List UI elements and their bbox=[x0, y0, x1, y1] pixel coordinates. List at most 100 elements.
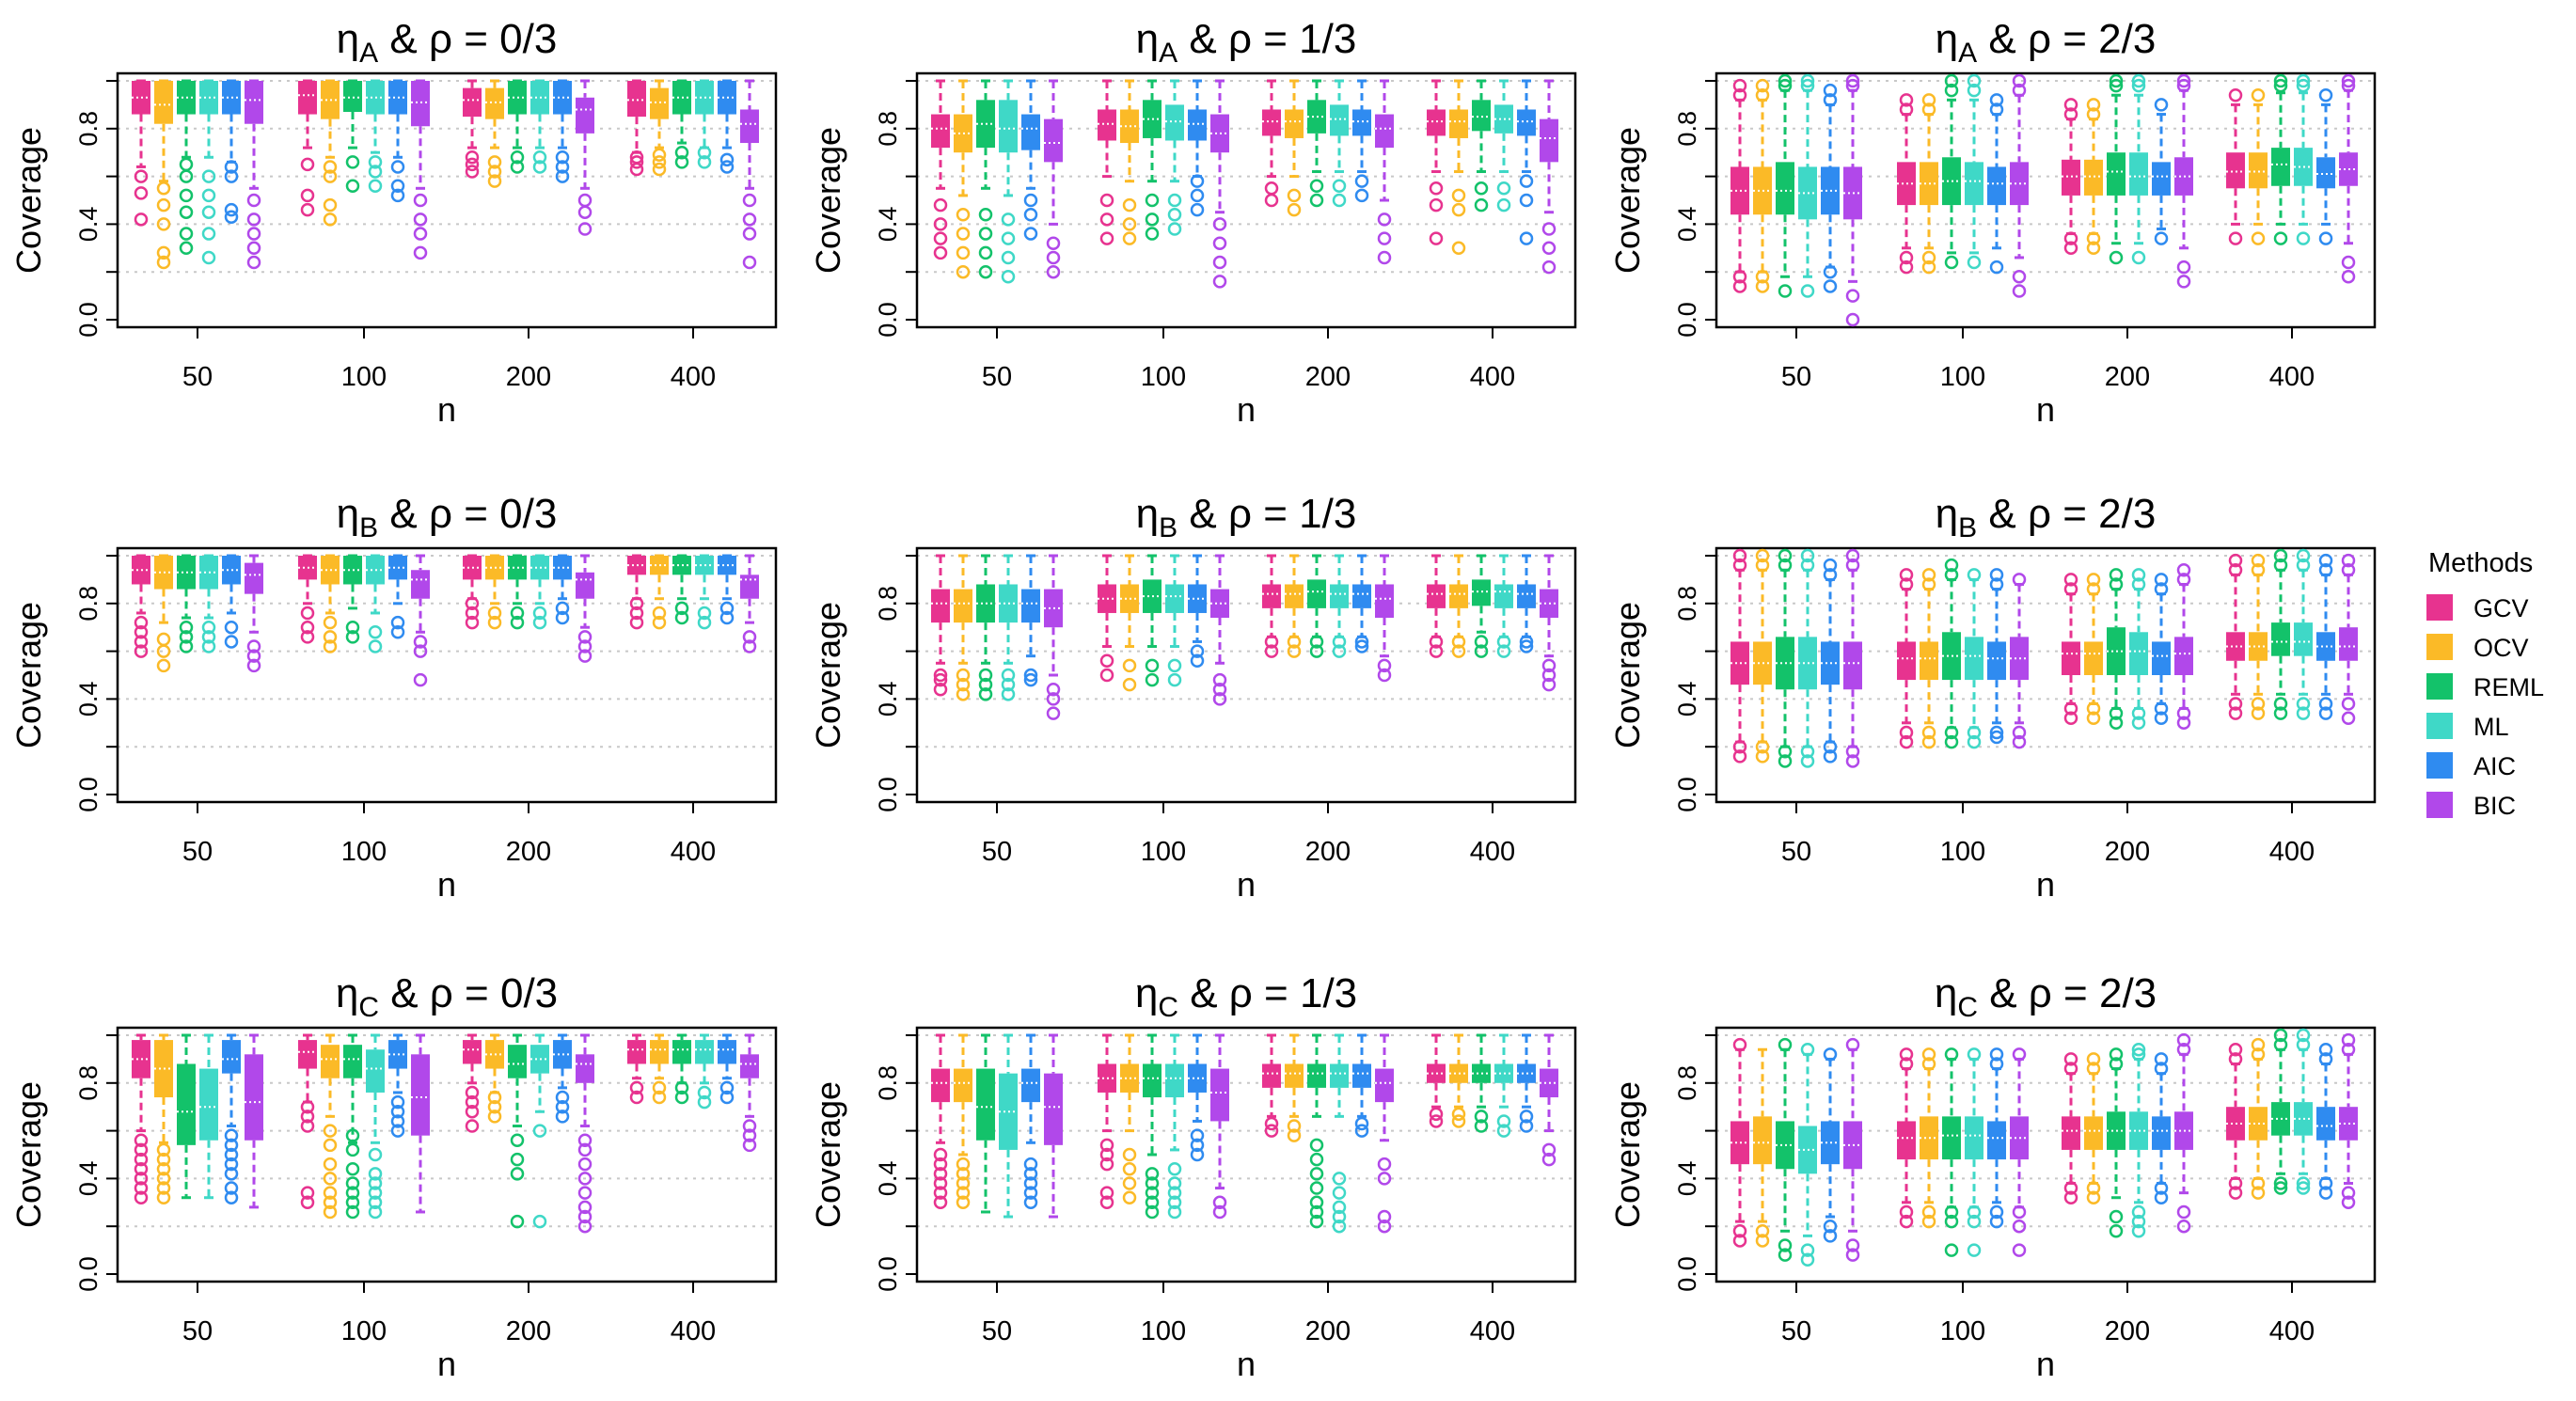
outlier-point bbox=[1732, 270, 1747, 284]
outlier-point bbox=[1377, 250, 1392, 265]
box-gcv-n100 bbox=[1098, 79, 1116, 245]
box-aic-n50 bbox=[1021, 554, 1040, 687]
box-body bbox=[740, 109, 759, 144]
outlier-point bbox=[1309, 1181, 1324, 1195]
box-gcv-n400 bbox=[1427, 1033, 1446, 1128]
outlier-point bbox=[465, 157, 480, 172]
outlier-point bbox=[674, 610, 689, 625]
box-aic-n200 bbox=[553, 79, 572, 183]
outlier-point bbox=[2063, 582, 2078, 596]
outlier-point bbox=[1332, 1209, 1347, 1224]
outlier-point bbox=[2251, 706, 2266, 720]
panel-title: ηA & ρ = 0/3 bbox=[337, 16, 558, 69]
outlier-point bbox=[2086, 582, 2101, 596]
outlier-point bbox=[413, 672, 428, 687]
outlier-point bbox=[1496, 644, 1511, 658]
box-body bbox=[411, 81, 430, 127]
box-body bbox=[2174, 637, 2193, 675]
outlier-point bbox=[368, 1195, 383, 1210]
outlier-point bbox=[1989, 568, 2004, 582]
box-body bbox=[1517, 109, 1536, 136]
outlier-point bbox=[933, 672, 948, 687]
box-bic-n400 bbox=[2339, 73, 2358, 284]
outlier-point bbox=[1778, 78, 1793, 93]
box-body bbox=[2152, 641, 2171, 675]
outlier-point bbox=[2154, 711, 2169, 725]
outlier-point bbox=[1190, 188, 1205, 203]
outlier-point bbox=[2131, 706, 2146, 720]
outlier-point bbox=[1451, 644, 1466, 658]
box-ml-n400 bbox=[695, 554, 714, 630]
outlier-point bbox=[1732, 1234, 1747, 1248]
outlier-point bbox=[1967, 73, 1982, 88]
box-ocv-n50 bbox=[154, 554, 173, 673]
outlier-point bbox=[368, 1176, 383, 1190]
box-bic-n200 bbox=[2174, 1032, 2193, 1234]
outlier-point bbox=[179, 620, 194, 635]
plot-frame bbox=[116, 1026, 778, 1283]
box-body bbox=[2249, 152, 2268, 189]
box-reml-n400 bbox=[1472, 79, 1491, 213]
box-aic-n100 bbox=[1188, 1033, 1207, 1162]
outlier-point bbox=[577, 1219, 593, 1234]
outlier-point bbox=[1167, 658, 1182, 673]
outlier-point bbox=[1046, 692, 1061, 706]
outlier-point bbox=[978, 245, 993, 260]
box-body bbox=[1427, 584, 1446, 608]
outlier-point bbox=[1332, 193, 1347, 208]
outlier-point bbox=[1001, 250, 1016, 265]
outlier-point bbox=[1823, 558, 1838, 573]
box-ml-n100 bbox=[366, 554, 385, 653]
title-eta-sub: C bbox=[358, 992, 379, 1023]
outlier-point bbox=[2251, 562, 2266, 577]
box-body bbox=[2226, 152, 2245, 189]
box-reml-n200 bbox=[508, 79, 527, 174]
outlier-point bbox=[1989, 730, 2004, 745]
outlier-point bbox=[629, 1080, 644, 1095]
outlier-point bbox=[390, 1105, 405, 1119]
outlier-point bbox=[465, 150, 480, 165]
box-ml-n50 bbox=[1798, 73, 1817, 298]
outlier-point bbox=[1755, 1224, 1770, 1238]
legend-title: Methods bbox=[2428, 548, 2533, 578]
outlier-point bbox=[978, 668, 993, 683]
box-ocv-n200 bbox=[2084, 98, 2103, 256]
box-body bbox=[718, 1040, 736, 1064]
outlier-point bbox=[2154, 98, 2169, 112]
outlier-point bbox=[1167, 1204, 1182, 1220]
outlier-point bbox=[390, 625, 405, 639]
x-tick-label: 200 bbox=[506, 837, 551, 867]
box-reml-n50 bbox=[976, 1033, 995, 1214]
box-gcv-n200 bbox=[463, 1033, 482, 1133]
outlier-point bbox=[1354, 635, 1369, 649]
panel-1: 0.0 0.4 0.8 Coverage ηA & ρ = 0/3 50 100 200 400… bbox=[9, 16, 778, 429]
outlier-point bbox=[2012, 1204, 2027, 1220]
box-gcv-n100 bbox=[1098, 554, 1116, 683]
outlier-point bbox=[674, 1080, 689, 1095]
outlier-point bbox=[2086, 1052, 2101, 1066]
box-body bbox=[1165, 104, 1184, 141]
outlier-point bbox=[978, 687, 993, 701]
outlier-point bbox=[1377, 658, 1392, 673]
outlier-point bbox=[1845, 1248, 1860, 1262]
outlier-point bbox=[1845, 312, 1860, 327]
outlier-point bbox=[368, 1186, 383, 1200]
box-gcv-n200 bbox=[2062, 573, 2080, 725]
box-bic-n100 bbox=[1210, 79, 1229, 289]
box-ml-n50 bbox=[199, 1033, 218, 1200]
outlier-point bbox=[577, 1186, 593, 1200]
outlier-point bbox=[1944, 568, 1959, 582]
box-ml-n400 bbox=[1494, 79, 1513, 213]
box-bic-n50 bbox=[245, 1033, 263, 1209]
outlier-point bbox=[1800, 754, 1815, 768]
outlier-point bbox=[1332, 1172, 1347, 1186]
outlier-point bbox=[742, 630, 757, 644]
outlier-point bbox=[1122, 1161, 1137, 1176]
outlier-point bbox=[156, 1142, 171, 1157]
outlier-point bbox=[323, 1186, 338, 1200]
box-body bbox=[931, 589, 950, 623]
box-aic-n100 bbox=[1188, 79, 1207, 217]
title-eta: η bbox=[1935, 970, 1957, 1016]
outlier-point bbox=[179, 157, 194, 172]
outlier-point bbox=[2063, 1062, 2078, 1076]
